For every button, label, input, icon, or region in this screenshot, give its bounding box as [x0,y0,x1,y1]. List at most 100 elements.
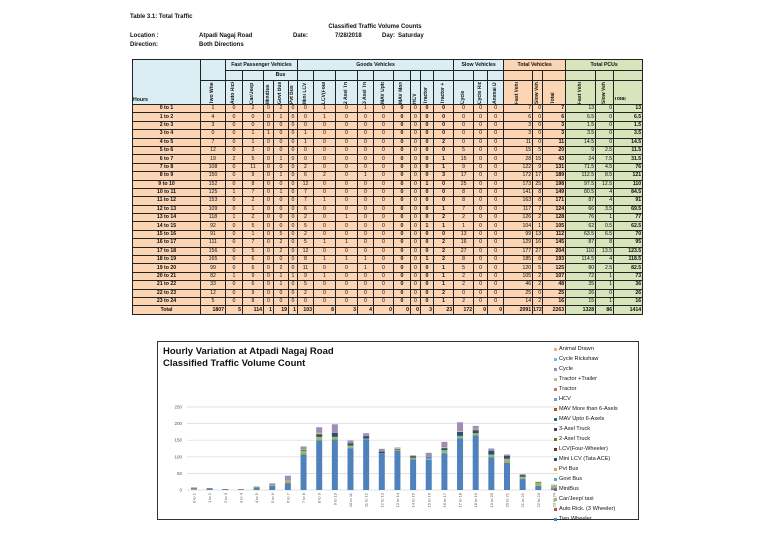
value-cell: 1 [335,213,358,223]
value-cell: 0 [393,229,411,240]
value-cell: 0 [335,103,358,114]
legend-item: Auto Rick. (3 Wheeler) [554,504,618,514]
value-cell: 9 [242,288,264,299]
column-header: Cycle [453,80,475,105]
value-cell: 0 [373,246,394,257]
value-cell: 0 [357,229,374,240]
bar-segment [457,431,464,432]
x-tick-label: 16 to 17 [442,492,447,507]
value-cell: 0 [335,221,358,231]
column-header-label: Total [551,91,557,104]
hour-cell: 2 to 3 [132,120,201,131]
value-cell: 0 [225,171,243,181]
legend-item: Pvt Bus [554,464,618,474]
value-cell: 0 [487,305,505,315]
value-cell: 4 [595,255,615,265]
value-cell: 0 [393,103,411,114]
value-cell: 82 [200,271,226,282]
total-vehicles-header: Total Vehicles [503,59,567,71]
column-header: MAV Upto 6-Axels [373,80,394,105]
value-cell: 1 [357,103,374,114]
value-cell: 0 [432,229,455,240]
bar-segment [472,425,479,429]
value-cell: 1 [432,280,455,290]
value-cell: 15 [565,296,597,307]
value-cell: 0 [473,162,489,173]
value-cell: 0 [357,145,374,156]
value-cell: 0 [432,179,455,189]
value-cell: 0 [225,145,243,156]
value-cell: 0 [313,246,336,257]
value-cell: 0 [373,296,394,307]
value-cell: 6 [242,280,264,290]
legend-label: Tractor [559,386,577,392]
legend-item: LCV(Four-Wheeler) [554,444,618,454]
blank-header [453,70,475,81]
value-cell: 0 [420,145,434,156]
table-row: 4 to 5 7 0 1 0 0 0 1 0 0 0 0 0 0 0 2 0 0 0 11 0 11 14.5 0 14.5 [132,137,644,147]
value-cell: 112.5 [565,171,597,181]
legend-item: MiniBus [554,484,618,494]
value-cell: 104 [503,221,534,231]
value-cell: 0 [273,296,289,307]
value-cell: 97.5 [565,179,597,189]
bar-segment [331,424,338,433]
value-cell: 62.5 [613,221,644,231]
value-cell: 0 [288,221,298,231]
bar-segment [347,448,354,490]
value-cell: 110 [613,179,644,189]
column-header: 2 Axel Truck [335,80,358,105]
value-cell: 15 [453,154,475,164]
value-cell: 1 [242,129,264,139]
value-cell: 4 [595,196,615,206]
value-cell: 77 [613,213,644,223]
value-cell: 0 [263,145,274,156]
bar-segment [457,422,464,432]
bar-segment [410,456,417,458]
value-cell: 0 [393,296,411,307]
hour-cell: Total [132,305,201,315]
value-cell: 8 [242,296,264,307]
blank-header [335,70,358,81]
table-row: 14 to 15 92 0 5 0 0 0 5 0 0 0 0 0 0 1 1 1 0 0 104 1 105 62 0.5 6… [132,221,644,231]
value-cell: 2 [532,296,544,307]
value-cell: 31.5 [613,154,644,164]
x-tick-label: 2 to 3 [223,492,228,503]
value-cell: 0 [595,120,615,131]
bar-segment [488,455,495,458]
value-cell: 0 [393,305,411,315]
value-cell: 0 [393,137,411,147]
value-cell: 0 [357,120,374,131]
value-cell: 24 [565,154,597,164]
bar-segment [300,446,307,450]
x-tick-label: 4 to 5 [254,492,259,503]
value-cell: 0 [410,196,421,206]
column-header-label: Tractor [424,86,430,104]
value-cell: 0 [393,271,411,282]
column-header: MAV More than 6-Axels [393,80,411,105]
value-cell: 1 [335,238,358,248]
blank-header [532,70,544,81]
table-row: 0 to 1 1 0 2 0 2 0 0 1 0 1 0 0 0 0 0 0 0 0 7 0 7 13 0 13 [132,103,644,114]
legend-label: HCV [559,396,571,402]
value-cell: 165 [200,255,226,265]
value-cell: 1.5 [613,120,644,131]
value-cell: 1 [432,154,455,164]
value-cell: 0 [393,196,411,206]
value-cell: 6.5 [565,112,597,122]
value-cell: 2 [297,288,314,299]
value-cell: 7 [532,204,544,215]
value-cell: 0 [373,305,394,315]
value-cell: 0 [313,120,336,131]
value-cell: 1 [273,187,289,198]
value-cell: 131 [542,162,567,173]
value-cell: 6 [297,171,314,181]
x-tick-label: 7 to 8 [301,492,306,503]
value-cell: 0 [487,280,505,290]
value-cell: 172 [503,171,534,181]
bar-segment [269,485,276,487]
table-row: 12 to 13 109 0 1 0 0 0 6 0 0 0 0 0 0 0 1 7 0 0 117 7 124 66 3.5… [132,204,644,215]
value-cell: 0 [225,246,243,257]
value-cell: 171 [542,196,567,206]
value-cell: 114.5 [565,255,597,265]
